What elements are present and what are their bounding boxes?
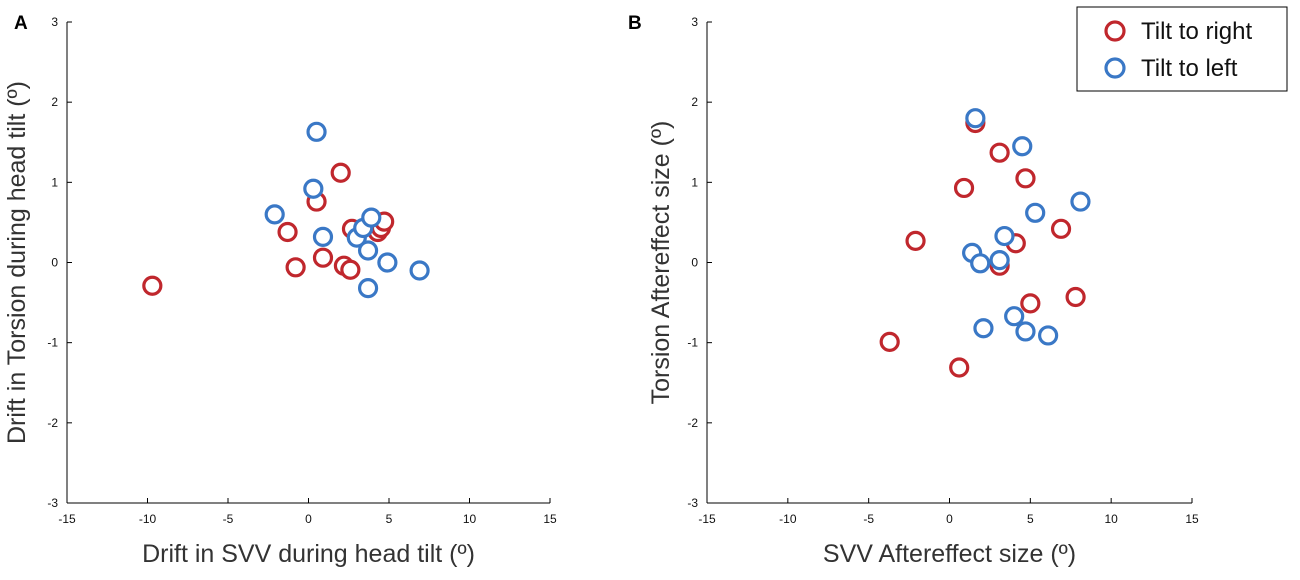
point-left — [994, 225, 1015, 247]
point-left — [303, 178, 324, 199]
x-tick-label: -15 — [698, 512, 716, 526]
x-tick-label: 5 — [1027, 512, 1034, 526]
x-tick-label: -10 — [779, 512, 797, 526]
point-right — [340, 259, 361, 280]
legend-marker-left — [1104, 57, 1126, 79]
x-tick-label: -10 — [139, 512, 157, 526]
y-tick-label: 0 — [51, 256, 58, 270]
point-right — [285, 257, 306, 278]
legend-marker-right — [1104, 20, 1126, 42]
point-right — [905, 230, 926, 251]
point-right — [142, 275, 163, 296]
legend-label-right: Tilt to right — [1141, 18, 1252, 45]
point-right — [1015, 168, 1036, 189]
point-left — [1070, 191, 1091, 212]
x-axis-label: SVV Aftereffect size (º) — [823, 540, 1076, 568]
y-axis-label: Torsion Aftereffect size (º) — [647, 121, 675, 405]
point-left — [357, 240, 379, 261]
x-tick-label: 10 — [463, 512, 477, 526]
legend-label-left: Tilt to left — [1141, 55, 1238, 82]
y-tick-label: 2 — [691, 95, 698, 109]
point-left — [312, 226, 334, 247]
point-left — [409, 260, 430, 281]
panel-letter: B — [628, 13, 642, 34]
y-tick-label: -1 — [47, 336, 58, 350]
x-tick-label: -5 — [223, 512, 234, 526]
point-right — [1020, 293, 1041, 314]
y-tick-label: 3 — [51, 15, 58, 29]
point-right — [1050, 218, 1072, 239]
point-left — [1025, 202, 1046, 223]
x-tick-label: 5 — [386, 512, 393, 526]
y-tick-label: -3 — [687, 496, 698, 510]
panel-letter: A — [14, 13, 28, 34]
point-right — [330, 162, 351, 183]
point-right — [949, 357, 970, 378]
y-tick-label: -1 — [687, 336, 698, 350]
x-tick-label: 15 — [1185, 512, 1199, 526]
point-left — [1015, 321, 1036, 342]
point-left — [361, 207, 382, 228]
legend: Tilt to right Tilt to left — [1076, 6, 1288, 92]
point-left — [377, 252, 398, 273]
point-left — [1012, 136, 1033, 157]
point-right — [1065, 286, 1086, 308]
x-tick-label: -15 — [58, 512, 76, 526]
point-right — [277, 221, 298, 243]
point-left — [973, 318, 994, 339]
point-left — [264, 204, 285, 225]
x-tick-label: 15 — [543, 512, 557, 526]
point-left — [306, 121, 327, 142]
x-axis-label: Drift in SVV during head tilt (º) — [142, 540, 475, 568]
x-tick-label: 0 — [946, 512, 953, 526]
y-tick-label: 3 — [691, 15, 698, 29]
y-tick-label: 1 — [691, 175, 698, 189]
point-right — [989, 142, 1010, 163]
y-tick-label: 1 — [51, 175, 58, 189]
point-left — [1038, 325, 1059, 346]
y-axis-label: Drift in Torsion during head tilt (º) — [3, 81, 31, 444]
point-left — [357, 278, 379, 299]
point-right — [953, 177, 975, 199]
point-left — [1004, 306, 1025, 327]
y-tick-label: 2 — [51, 95, 58, 109]
x-tick-label: 0 — [305, 512, 312, 526]
point-right — [879, 331, 900, 352]
x-tick-label: -5 — [863, 512, 874, 526]
y-tick-label: -2 — [47, 416, 58, 430]
y-tick-label: -3 — [47, 496, 58, 510]
point-left — [965, 108, 986, 129]
point-left — [970, 253, 991, 274]
y-tick-label: -2 — [687, 416, 698, 430]
point-right — [312, 247, 334, 268]
y-tick-label: 0 — [691, 256, 698, 270]
x-tick-label: 10 — [1104, 512, 1118, 526]
point-left — [989, 249, 1010, 271]
